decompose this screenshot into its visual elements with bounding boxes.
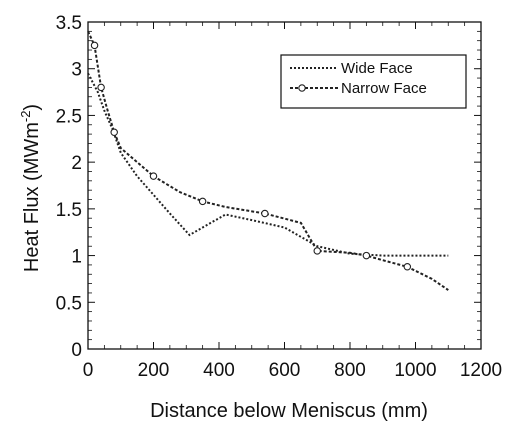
- y-tick-label: 2: [71, 153, 82, 174]
- y-tick-label: 2.5: [56, 106, 82, 127]
- x-tick-label: 1000: [394, 360, 436, 381]
- legend-entry: Narrow Face: [341, 80, 427, 97]
- data-point: [198, 197, 207, 206]
- data-point: [97, 83, 105, 92]
- data-point: [362, 251, 371, 260]
- y-axis-title: Heat Flux (MWm-2): [18, 104, 43, 272]
- data-point: [90, 41, 99, 50]
- x-tick-label: 200: [138, 360, 170, 381]
- y-tick-label: 0.5: [56, 293, 82, 314]
- x-tick-label: 0: [83, 360, 94, 381]
- x-tick-label: 800: [334, 360, 366, 381]
- y-axis-title-superscript: -2: [18, 111, 33, 123]
- x-tick-label: 400: [203, 360, 235, 381]
- y-tick-label: 0: [71, 340, 82, 361]
- data-point: [313, 247, 321, 255]
- y-tick-label: 1.5: [56, 200, 82, 221]
- legend-marker: [298, 84, 306, 92]
- series-line-narrow-face: [87, 30, 449, 291]
- legend-entry: Wide Face: [341, 60, 413, 77]
- series-line-wide-face: [87, 72, 449, 257]
- data-point: [261, 209, 269, 218]
- data-point: [403, 263, 412, 271]
- x-tick-label: 600: [269, 360, 301, 381]
- data-point: [110, 128, 118, 136]
- x-tick-label: 1200: [460, 360, 502, 381]
- legend-box: [280, 54, 467, 109]
- y-tick-label: 3: [71, 60, 82, 81]
- data-point: [149, 172, 158, 180]
- y-tick-label: 1: [71, 247, 82, 268]
- x-axis-title: Distance below Meniscus (mm): [150, 400, 428, 422]
- y-tick-label: 3.5: [56, 13, 82, 34]
